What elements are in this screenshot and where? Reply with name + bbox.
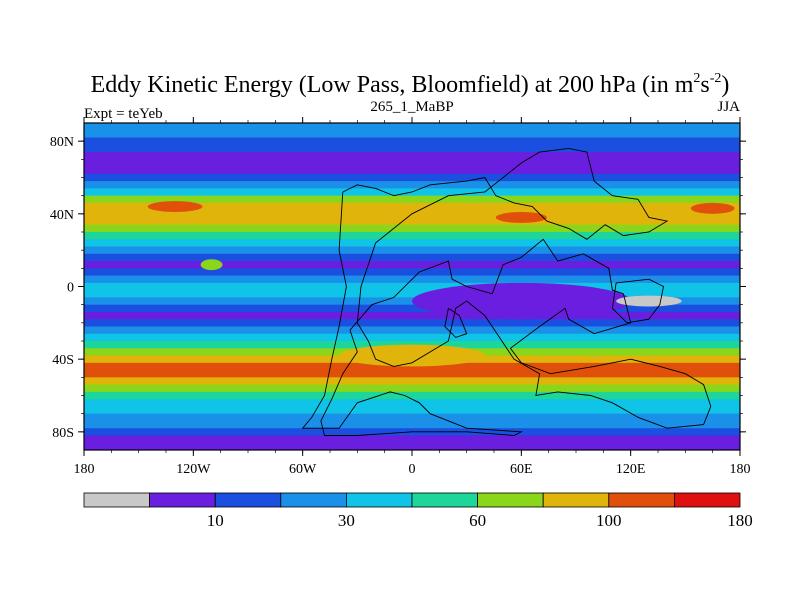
arabia-outline	[444, 307, 468, 338]
x-tick-label: 60E	[510, 462, 533, 477]
y-tick-label: 40N	[50, 208, 74, 223]
heatmap-band	[84, 311, 740, 320]
min-patch-pacific	[616, 295, 682, 307]
chart-title-unit-sup1: 2	[693, 71, 700, 86]
heatmap-band	[84, 166, 740, 175]
colorbar-swatch	[411, 492, 478, 508]
subtitle-right: JJA	[717, 99, 740, 115]
heatmap-band	[84, 261, 740, 269]
heatmap-band	[84, 326, 740, 335]
x-tick-label: 0	[409, 462, 416, 477]
x-tick-label: 180	[74, 462, 95, 477]
colorbar-label: 60	[469, 511, 486, 530]
heatmap-band	[84, 217, 740, 226]
colorbar-swatch	[542, 492, 610, 508]
colorbar-label: 100	[596, 511, 622, 530]
colorbar-swatch	[280, 492, 347, 508]
chart-title: Eddy Kinetic Energy (Low Pass, Bloomfiel…	[91, 71, 730, 98]
heatmap-band	[84, 435, 740, 444]
heatmap-band	[84, 282, 740, 291]
heatmap-band	[84, 384, 740, 393]
heatmap-band	[84, 130, 740, 139]
heatmap-band	[84, 137, 740, 146]
x-tick-label: 180	[730, 462, 751, 477]
heatmap-band	[84, 181, 740, 189]
colorbar: 10 30 60 100 180	[83, 492, 753, 530]
low-band-tropics	[411, 282, 631, 320]
heatmap-band	[84, 413, 740, 422]
africa-eurasia-outline	[301, 147, 712, 436]
heatmap-band	[84, 144, 740, 153]
colorbar-label: 180	[727, 511, 753, 530]
max-patch-n-atlantic	[147, 201, 203, 213]
heatmap-band	[84, 297, 740, 306]
colorbar-swatch	[608, 492, 675, 508]
heatmap-band	[84, 406, 740, 415]
heatmap-band	[84, 152, 740, 160]
colorbar-swatch	[477, 492, 544, 508]
y-tick-label: 40S	[52, 353, 74, 368]
heatmap-band	[84, 268, 740, 277]
chart-title-text: Eddy Kinetic Energy (Low Pass, Bloomfiel…	[91, 72, 694, 98]
heatmap-band	[84, 442, 740, 450]
max-patch-eurasia	[495, 212, 547, 223]
x-tick-label: 120W	[176, 462, 211, 477]
heatmap-band	[84, 246, 740, 255]
heatmap-band	[84, 202, 740, 211]
x-axis: 180 120W 60W 0 60E 120E 180	[74, 117, 751, 477]
heatmap-band	[84, 253, 740, 262]
heatmap-features	[147, 201, 735, 367]
heatmap-band	[84, 399, 740, 407]
heatmap-band	[84, 232, 740, 240]
tropical-island-outline	[611, 278, 665, 324]
colorbar-label: 10	[207, 511, 224, 530]
subtitle-center: 265_1_MaBP	[370, 99, 453, 115]
colorbar-swatch	[149, 492, 216, 508]
y-tick-label: 80N	[50, 135, 74, 150]
mid-patch-tropics	[200, 259, 223, 271]
colorbar-label: 30	[338, 511, 355, 530]
heatmap-bands	[84, 123, 740, 450]
x-tick-label: 60W	[289, 462, 317, 477]
heatmap-band	[84, 420, 740, 429]
heatmap-band	[84, 377, 740, 386]
colorbar-swatch	[83, 492, 150, 508]
y-axis: 80N 40N 0 40S 80S	[50, 135, 746, 441]
chart-title-unit-sup2: -2	[710, 71, 722, 86]
chart-title-unit-close: )	[721, 72, 729, 98]
y-tick-label: 0	[67, 281, 74, 296]
heatmap-band	[84, 391, 740, 400]
heatmap-band	[84, 370, 740, 378]
heatmap-band	[84, 239, 740, 248]
colorbar-swatch	[674, 492, 741, 508]
heatmap-band	[84, 290, 740, 298]
y-tick-label: 80S	[52, 426, 74, 441]
heatmap-band	[84, 333, 740, 342]
continent-outlines	[301, 147, 712, 436]
heatmap-band	[84, 304, 740, 313]
colorbar-swatch	[214, 492, 282, 508]
x-tick-label: 120E	[616, 462, 646, 477]
high-patch-s-atlantic	[339, 344, 485, 367]
heatmap-band	[84, 362, 740, 371]
heatmap-band	[84, 195, 740, 204]
heatmap-band	[84, 173, 740, 182]
heatmap-band	[84, 319, 740, 328]
heatmap-band	[84, 159, 740, 168]
max-patch-n-pacific	[690, 202, 735, 214]
chart-title-unit-s: s	[700, 72, 709, 98]
heatmap-band	[84, 224, 740, 233]
heatmap-band	[84, 123, 740, 131]
plot-area	[84, 123, 740, 450]
colorbar-swatch	[345, 492, 413, 508]
subtitle-left: Expt = teYeb	[84, 106, 163, 122]
